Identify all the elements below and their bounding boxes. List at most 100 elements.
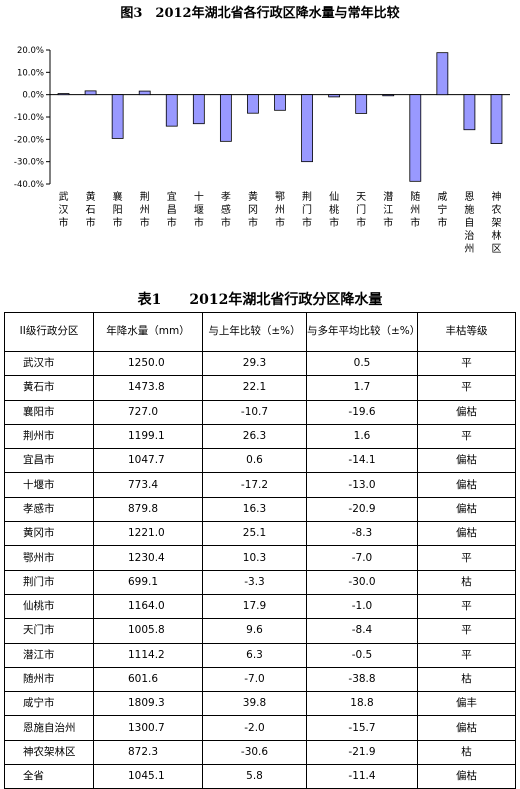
vs-average-cell: 1.6 — [306, 423, 418, 450]
grade-cell: 平 — [417, 618, 516, 644]
precip-cell: 699.1 — [93, 569, 203, 595]
vs-last-year-cell: 22.1 — [202, 375, 307, 401]
y-tick-label: -20.0% — [14, 135, 44, 145]
grade-cell: 偏枯 — [417, 521, 516, 547]
vs-average-cell: -20.9 — [306, 496, 418, 523]
x-tick-label: 荆门市 — [302, 190, 312, 229]
bar — [436, 52, 449, 96]
bar — [490, 94, 503, 144]
table-row: 襄阳市 727.0 -10.7 -19.6 偏枯 — [4, 399, 516, 425]
vs-average-cell: -13.0 — [306, 472, 418, 498]
vs-last-year-cell: 26.3 — [202, 423, 307, 450]
table-row: 神农架林区 872.3 -30.6 -21.9 枯 — [4, 739, 516, 766]
table-row: 全省 1045.1 5.8 -11.4 偏枯 — [4, 764, 516, 789]
vs-average-cell: -8.4 — [306, 618, 418, 644]
header-vs-last-year: 与上年比较（±%） — [202, 312, 307, 352]
region-cell: 仙桃市 — [4, 593, 94, 620]
grade-cell: 偏丰 — [417, 691, 516, 717]
bar — [463, 94, 476, 131]
precip-cell: 872.3 — [93, 739, 203, 766]
table-row: 荆门市 699.1 -3.3 -30.0 枯 — [4, 569, 516, 595]
vs-average-cell: -7.0 — [306, 545, 418, 571]
vs-average-cell: -19.6 — [306, 399, 418, 425]
bar — [165, 94, 178, 127]
header-region: II级行政分区 — [4, 312, 94, 352]
table-row: 武汉市 1250.0 29.3 0.5 平 — [4, 350, 516, 377]
region-cell: 十堰市 — [4, 472, 94, 498]
vs-average-cell: -21.9 — [306, 739, 418, 766]
vs-last-year-cell: -2.0 — [202, 715, 307, 741]
region-cell: 孝感市 — [4, 496, 94, 523]
region-cell: 恩施自治州 — [4, 715, 94, 741]
table-row: 恩施自治州 1300.7 -2.0 -15.7 偏枯 — [4, 715, 516, 741]
precip-cell: 1114.2 — [93, 642, 203, 668]
bar — [355, 94, 368, 114]
bar — [274, 94, 286, 111]
grade-cell: 偏枯 — [417, 472, 516, 498]
grade-cell: 平 — [417, 642, 516, 668]
region-cell: 神农架林区 — [4, 739, 94, 766]
table-row: 宜昌市 1047.7 0.6 -14.1 偏枯 — [4, 448, 516, 474]
x-tick-label: 黄冈市 — [248, 190, 258, 229]
vs-last-year-cell: -10.7 — [202, 399, 307, 425]
vs-last-year-cell: 0.6 — [202, 448, 307, 474]
x-tick-label: 十堰市 — [194, 190, 204, 229]
grade-cell: 平 — [417, 423, 516, 450]
table-row: 孝感市 879.8 16.3 -20.9 偏枯 — [4, 496, 516, 523]
region-cell: 宜昌市 — [4, 448, 94, 474]
bar — [409, 94, 422, 182]
x-tick-label: 潜江市 — [383, 190, 393, 229]
precip-cell: 727.0 — [93, 399, 203, 425]
bar — [301, 94, 313, 163]
x-tick-label: 天门市 — [356, 192, 366, 229]
table-row: 随州市 601.6 -7.0 -38.8 枯 — [4, 666, 516, 693]
bar — [111, 94, 124, 139]
x-tick-label: 宜昌市 — [167, 190, 177, 229]
vs-last-year-cell: 29.3 — [202, 350, 307, 377]
y-tick-label: -10.0% — [14, 113, 44, 123]
region-cell: 天门市 — [4, 618, 94, 644]
x-tick-label: 孝感市 — [221, 191, 231, 229]
vs-average-cell: -1.0 — [306, 593, 418, 620]
table-body: 武汉市 1250.0 29.3 0.5 平黄石市 1473.8 22.1 1.7 平襄阳市 727… — [4, 350, 516, 789]
precip-cell: 1250.0 — [93, 350, 203, 377]
region-cell: 全省 — [4, 764, 94, 789]
table-header: II级行政分区 年降水量（mm） 与上年比较（±%） 与多年平均比较（±%） 丰… — [4, 312, 516, 352]
vs-average-cell: -11.4 — [306, 764, 418, 789]
vs-last-year-cell: -30.6 — [202, 739, 307, 766]
table-row: 黄石市 1473.8 22.1 1.7 平 — [4, 375, 516, 401]
table-row: 潜江市 1114.2 6.3 -0.5 平 — [4, 642, 516, 668]
vs-last-year-cell: 9.6 — [202, 618, 307, 644]
precip-cell: 1221.0 — [93, 521, 203, 547]
region-cell: 襄阳市 — [4, 399, 94, 425]
table-row: 仙桃市 1164.0 17.9 -1.0 平 — [4, 593, 516, 620]
grade-cell: 偏枯 — [417, 764, 516, 789]
bar-chart: 20.0% 10.0% 0.0% -10.0% -20.0% -30.0% -40.0% 武汉… — [14, 46, 510, 255]
table-title: 表1 2012年湖北省行政分区降水量 — [137, 292, 383, 308]
bar — [219, 94, 232, 142]
header-vs-average: 与多年平均比较（±%） — [306, 312, 420, 352]
x-tick-label: 鄂州市 — [275, 191, 285, 229]
vs-average-cell: -30.0 — [306, 569, 418, 595]
region-cell: 潜江市 — [4, 642, 94, 668]
precip-cell: 1005.8 — [93, 618, 203, 644]
region-cell: 鄂州市 — [4, 545, 94, 571]
vs-average-cell: 1.7 — [306, 375, 418, 401]
x-tick-label: 咸宁市 — [437, 191, 447, 229]
vs-average-cell: -0.5 — [306, 642, 418, 668]
x-tick-label: 襄阳市 — [113, 190, 123, 229]
region-cell: 随州市 — [4, 666, 94, 693]
grade-cell: 枯 — [417, 666, 516, 693]
precip-cell: 1199.1 — [93, 423, 203, 450]
table-row: 荆州市 1199.1 26.3 1.6 平 — [4, 423, 516, 450]
figure-title: 图3 2012年湖北省各行政区降水量与常年比较 — [120, 6, 400, 21]
x-tick-label: 仙桃市 — [329, 190, 339, 229]
x-tick-label: 武汉市 — [59, 190, 69, 229]
grade-cell: 平 — [417, 593, 516, 620]
vs-last-year-cell: -17.2 — [202, 472, 307, 498]
vs-last-year-cell: 17.9 — [202, 593, 307, 620]
precip-cell: 773.4 — [93, 472, 203, 498]
x-tick-label: 神农架林区 — [491, 190, 501, 255]
vs-last-year-cell: 39.8 — [202, 691, 307, 717]
region-cell: 荆州市 — [4, 423, 94, 450]
